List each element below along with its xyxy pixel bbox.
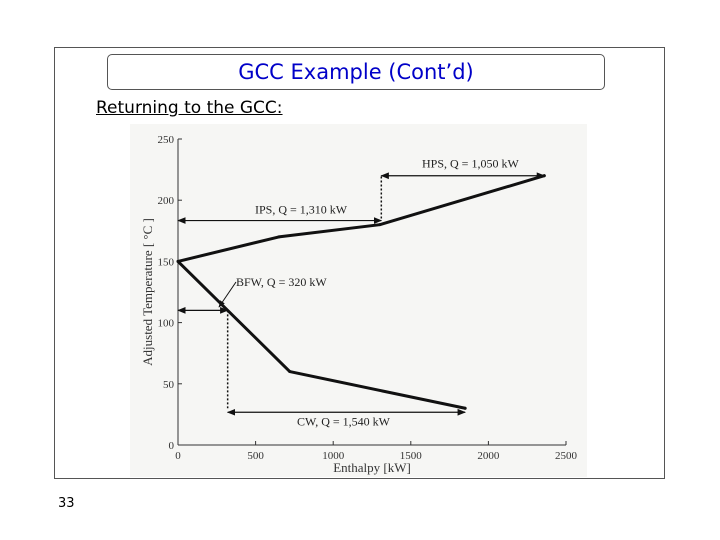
gcc-point xyxy=(378,223,382,227)
gcc-point xyxy=(463,406,467,410)
x-axis-title: Enthalpy [kW] xyxy=(333,460,411,475)
bfw-label: BFW, Q = 320 kW xyxy=(236,275,327,289)
x-tick-label: 500 xyxy=(247,450,264,462)
page-number: 33 xyxy=(58,496,75,511)
x-tick-label: 1000 xyxy=(322,450,345,462)
y-tick-label: 250 xyxy=(158,134,175,146)
cw-label: CW, Q = 1,540 kW xyxy=(297,414,391,428)
y-tick-label: 50 xyxy=(163,379,175,391)
slide-title: GCC Example (Cont’d) xyxy=(238,60,474,84)
gcc-point xyxy=(277,235,281,239)
y-tick-label: 200 xyxy=(158,195,175,207)
chart-panel xyxy=(130,124,587,477)
y-axis-title: Adjusted Temperature [ °C ] xyxy=(140,218,155,366)
title-box: GCC Example (Cont’d) xyxy=(107,54,605,90)
gcc-curve xyxy=(176,174,546,410)
ips-label: IPS, Q = 1,310 kW xyxy=(255,203,348,217)
x-tick-label: 1500 xyxy=(400,450,423,462)
x-tick-label: 2500 xyxy=(555,450,578,462)
gcc-point xyxy=(288,370,292,374)
y-tick-label: 100 xyxy=(158,318,175,330)
x-tick-label: 0 xyxy=(175,450,181,462)
gcc-point xyxy=(542,174,546,178)
gcc-point xyxy=(176,259,180,263)
hps-label: HPS, Q = 1,050 kW xyxy=(422,157,519,171)
x-tick-label: 2000 xyxy=(477,450,500,462)
slide-subtitle: Returning to the GCC: xyxy=(96,98,283,118)
y-tick-label: 0 xyxy=(169,440,175,452)
y-tick-label: 150 xyxy=(158,256,175,268)
